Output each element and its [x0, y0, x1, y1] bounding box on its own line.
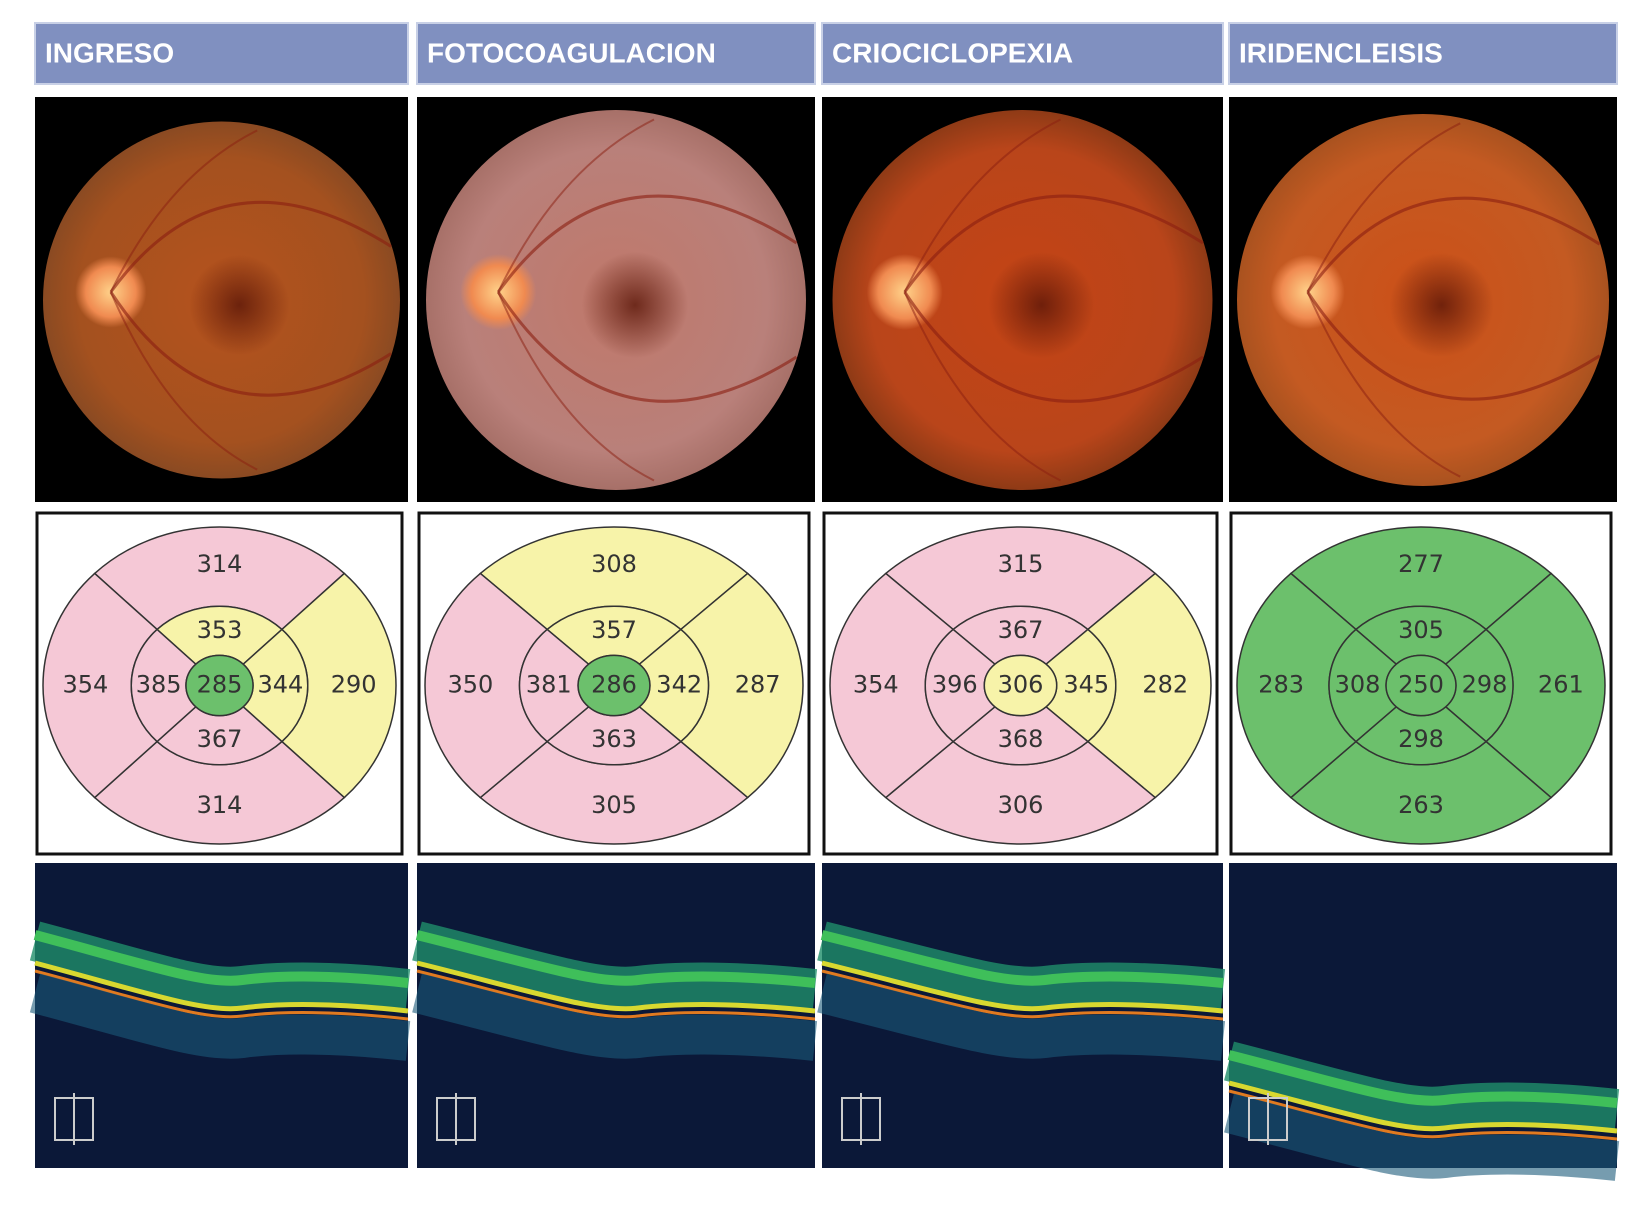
macula: [581, 251, 689, 359]
outer-thickness: 314: [197, 550, 243, 578]
outer-thickness: 261: [1538, 671, 1584, 699]
inner-thickness: 298: [1398, 725, 1444, 753]
oct-layer: [821, 969, 1224, 1021]
center-sector: [185, 654, 254, 717]
outer-thickness: 306: [998, 791, 1044, 819]
oct-layer: [817, 973, 1226, 1061]
inner-thickness: 357: [591, 616, 637, 644]
oct-layer: [1227, 1050, 1618, 1108]
header-label: FOTOCOAGULACION: [427, 37, 716, 68]
outer-thickness: 282: [1142, 671, 1188, 699]
vessel: [497, 118, 655, 293]
center-sector: [1385, 654, 1457, 717]
center-sector: [983, 654, 1058, 717]
header-label: INGRESO: [45, 37, 174, 68]
inner-thickness: 342: [656, 671, 702, 699]
vessel: [903, 194, 1204, 293]
outer-thickness: 283: [1258, 671, 1304, 699]
outer-thickness: 287: [735, 671, 781, 699]
oct-layer: [34, 969, 409, 1021]
center-sector: [577, 654, 651, 717]
inner-thickness: 298: [1462, 671, 1508, 699]
oct-layer: [416, 969, 816, 1021]
inner-thickness: 363: [591, 725, 637, 753]
vessel: [903, 291, 1204, 403]
oct-layer: [1228, 1080, 1618, 1134]
inner-thickness: 353: [197, 616, 243, 644]
macula: [189, 255, 290, 355]
inner-thickness: 345: [1063, 671, 1109, 699]
outer-thickness: 305: [591, 791, 637, 819]
vessel: [496, 194, 798, 293]
vessel: [109, 200, 392, 293]
oct-layer: [34, 960, 409, 1014]
center-thickness: 285: [197, 671, 243, 699]
outer-thickness: 354: [62, 671, 108, 699]
outer-thickness: 290: [331, 671, 377, 699]
header-label: CRIOCICLOPEXIA: [832, 37, 1073, 68]
inner-thickness: 368: [998, 725, 1044, 753]
oct-layer: [415, 930, 816, 988]
outer-thickness: 314: [197, 791, 243, 819]
oct-layer: [33, 930, 409, 988]
inner-thickness: 308: [1335, 671, 1381, 699]
header-cell: [416, 22, 816, 85]
outer-thickness: 277: [1398, 550, 1444, 578]
oct-layer: [1228, 1089, 1618, 1141]
header-cell: [1228, 22, 1618, 85]
vessel: [1306, 122, 1461, 293]
inner-thickness: 344: [257, 671, 303, 699]
outer-thickness: 263: [1398, 791, 1444, 819]
oct-layer: [412, 973, 818, 1061]
center-thickness: 286: [591, 671, 637, 699]
vessel: [109, 129, 258, 293]
header-cell: [821, 22, 1224, 85]
oct-layer: [821, 960, 1224, 1014]
oct-layer: [820, 930, 1224, 988]
vessel: [1306, 291, 1601, 401]
vessel: [109, 291, 392, 397]
vessel: [903, 118, 1061, 293]
outer-thickness: 315: [998, 550, 1044, 578]
outer-thickness: 354: [853, 671, 899, 699]
header-cell: [34, 22, 409, 85]
vessel: [496, 291, 798, 403]
vessel: [109, 291, 258, 471]
vessel: [1306, 291, 1461, 478]
outer-thickness: 308: [591, 550, 637, 578]
center-thickness: 306: [998, 671, 1044, 699]
inner-thickness: 396: [932, 671, 978, 699]
inner-thickness: 385: [136, 671, 182, 699]
oct-layer: [1224, 1041, 1620, 1129]
inner-thickness: 367: [197, 725, 243, 753]
oct-layer: [29, 973, 411, 1061]
outer-thickness: 350: [447, 671, 493, 699]
inner-thickness: 381: [526, 671, 572, 699]
macula: [988, 251, 1095, 359]
center-thickness: 250: [1398, 671, 1444, 699]
vessel: [1306, 196, 1601, 293]
vessel: [903, 291, 1061, 482]
inner-thickness: 305: [1398, 616, 1444, 644]
oct-layer: [416, 960, 816, 1014]
vessel: [497, 291, 655, 482]
inner-thickness: 367: [998, 616, 1044, 644]
oct-layer: [817, 921, 1226, 1009]
oct-layer: [29, 921, 411, 1009]
macula: [1389, 252, 1494, 358]
oct-layer: [412, 921, 818, 1009]
oct-layer: [1224, 1093, 1620, 1181]
header-label: IRIDENCLEISIS: [1239, 37, 1443, 68]
